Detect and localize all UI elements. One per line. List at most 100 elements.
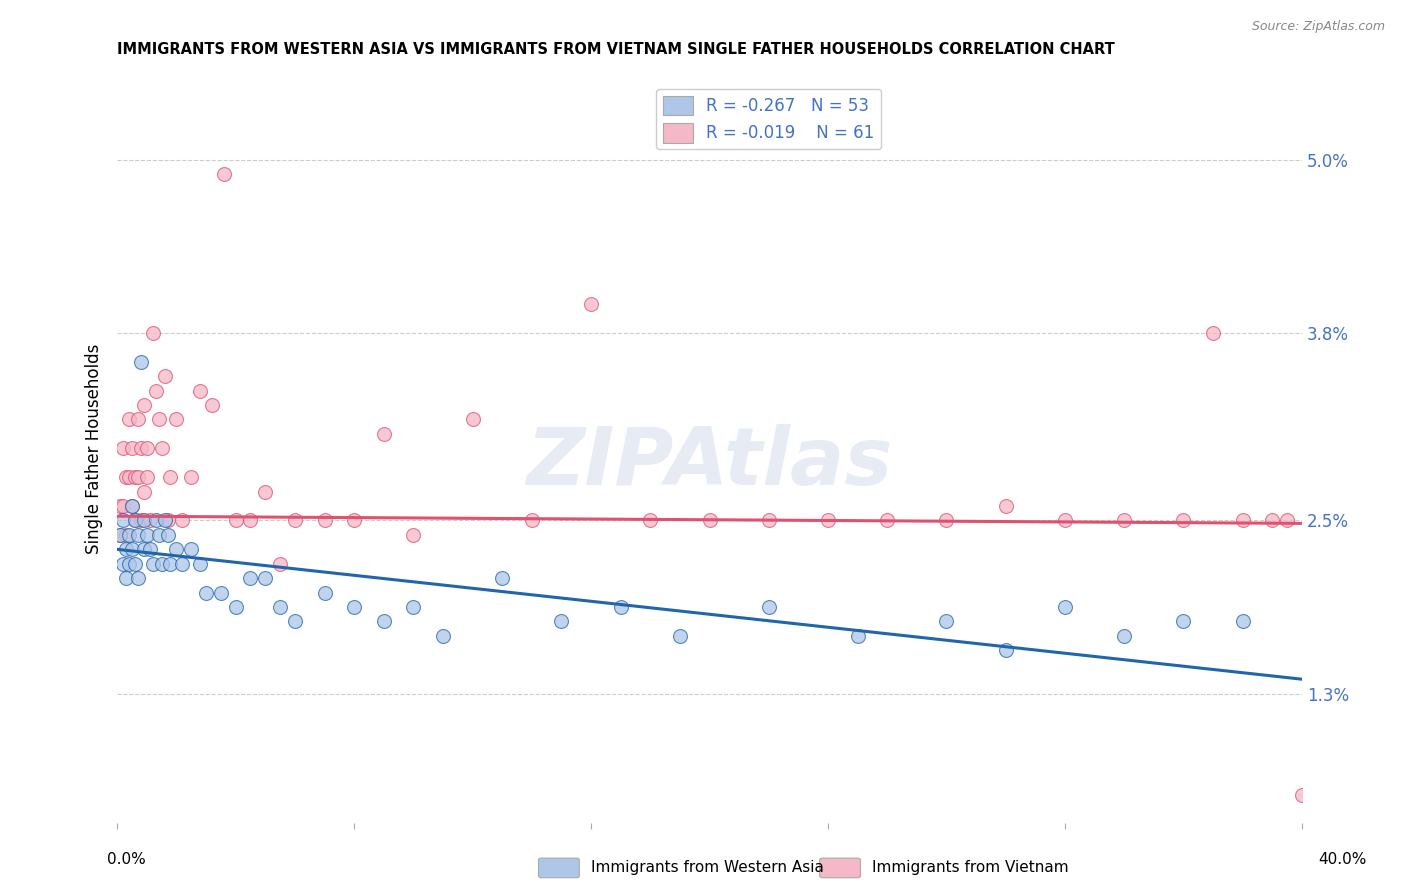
Point xyxy=(373,615,395,629)
Point xyxy=(758,514,780,528)
Point xyxy=(461,412,484,426)
Point xyxy=(935,615,957,629)
Point xyxy=(148,528,170,542)
Point xyxy=(817,514,839,528)
Point xyxy=(402,600,425,615)
Point xyxy=(142,557,165,571)
Point xyxy=(994,643,1017,657)
Point xyxy=(121,442,143,456)
Point xyxy=(1275,514,1298,528)
Point xyxy=(145,514,167,528)
Point xyxy=(935,514,957,528)
Text: ZIPAtlas: ZIPAtlas xyxy=(526,425,893,502)
Point xyxy=(284,615,307,629)
Point xyxy=(127,470,149,484)
Point xyxy=(139,542,162,557)
Point xyxy=(142,326,165,340)
Point xyxy=(609,600,631,615)
Point xyxy=(115,571,138,585)
Point xyxy=(402,528,425,542)
Point xyxy=(112,514,135,528)
Point xyxy=(699,514,721,528)
Point xyxy=(1261,514,1284,528)
Point xyxy=(112,499,135,513)
Point xyxy=(129,514,152,528)
Point xyxy=(225,514,247,528)
Point xyxy=(132,542,155,557)
Point xyxy=(343,514,366,528)
Point xyxy=(108,528,131,542)
Point xyxy=(115,528,138,542)
Point xyxy=(1232,615,1254,629)
Point xyxy=(579,297,602,311)
Point xyxy=(1114,629,1136,643)
Point xyxy=(150,557,173,571)
Point xyxy=(846,629,869,643)
Point xyxy=(188,384,211,398)
Point xyxy=(108,499,131,513)
Point xyxy=(201,398,224,412)
Point xyxy=(135,528,157,542)
Point xyxy=(209,585,232,599)
Point xyxy=(124,470,146,484)
Point xyxy=(1291,788,1313,802)
Point xyxy=(121,499,143,513)
Point xyxy=(159,557,181,571)
Point xyxy=(1173,615,1195,629)
Point xyxy=(172,557,194,571)
Text: 0.0%: 0.0% xyxy=(107,852,146,867)
Point xyxy=(1202,326,1225,340)
Point xyxy=(132,484,155,499)
Point xyxy=(156,514,179,528)
Point xyxy=(118,470,141,484)
Point xyxy=(239,514,262,528)
Point xyxy=(124,514,146,528)
Point xyxy=(550,615,572,629)
Point xyxy=(156,528,179,542)
Point xyxy=(254,571,277,585)
Point xyxy=(121,542,143,557)
Point xyxy=(1114,514,1136,528)
Point xyxy=(876,514,898,528)
Point xyxy=(1053,600,1076,615)
Point xyxy=(135,442,157,456)
Point xyxy=(180,470,202,484)
Point xyxy=(284,514,307,528)
Point xyxy=(135,470,157,484)
Point xyxy=(118,528,141,542)
Point xyxy=(129,355,152,369)
Point xyxy=(108,528,131,542)
Point xyxy=(239,571,262,585)
Point xyxy=(159,470,181,484)
Point xyxy=(1232,514,1254,528)
Point xyxy=(212,167,235,181)
Point xyxy=(491,571,513,585)
Point xyxy=(127,571,149,585)
Point xyxy=(520,514,543,528)
Point xyxy=(150,442,173,456)
Point xyxy=(172,514,194,528)
Legend: R = -0.267   N = 53, R = -0.019    N = 61: R = -0.267 N = 53, R = -0.019 N = 61 xyxy=(657,89,882,149)
Text: Immigrants from Vietnam: Immigrants from Vietnam xyxy=(872,860,1069,874)
Text: Source: ZipAtlas.com: Source: ZipAtlas.com xyxy=(1251,20,1385,33)
Point xyxy=(132,398,155,412)
Point xyxy=(1173,514,1195,528)
Point xyxy=(640,514,662,528)
Point xyxy=(195,585,218,599)
Point xyxy=(139,514,162,528)
Point xyxy=(165,412,187,426)
Point xyxy=(132,514,155,528)
Point xyxy=(188,557,211,571)
Point xyxy=(1053,514,1076,528)
Point xyxy=(145,384,167,398)
Point xyxy=(127,412,149,426)
Point xyxy=(432,629,454,643)
Point xyxy=(994,499,1017,513)
Point xyxy=(225,600,247,615)
Point xyxy=(373,426,395,441)
Point xyxy=(269,600,291,615)
Point xyxy=(115,542,138,557)
Point xyxy=(314,514,336,528)
Point xyxy=(115,470,138,484)
Point xyxy=(121,499,143,513)
